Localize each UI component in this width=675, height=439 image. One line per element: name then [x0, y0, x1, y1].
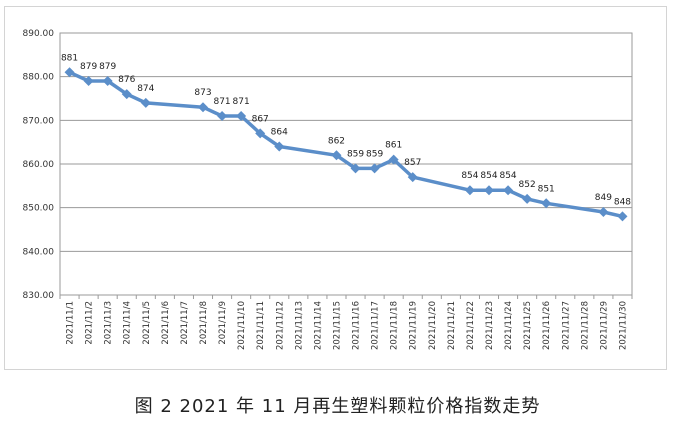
- x-tick-label: 2021/11/6: [161, 301, 171, 345]
- data-label: 859: [347, 149, 364, 159]
- data-label: 879: [99, 62, 116, 72]
- x-tick-label: 2021/11/21: [447, 301, 457, 350]
- x-tick-label: 2021/11/11: [256, 301, 266, 350]
- data-label: 867: [252, 114, 269, 124]
- data-point-marker: [274, 141, 285, 152]
- data-label: 852: [519, 180, 536, 190]
- x-tick-label: 2021/11/17: [371, 301, 381, 350]
- data-label: 871: [213, 97, 230, 107]
- data-point-marker: [484, 185, 494, 196]
- y-tick-label: 840.00: [23, 247, 55, 257]
- x-tick-label: 2021/11/27: [561, 301, 571, 350]
- data-point-marker: [617, 211, 628, 222]
- data-point-marker: [64, 67, 75, 78]
- data-point-marker: [83, 76, 94, 87]
- x-tick-label: 2021/11/25: [523, 301, 533, 350]
- x-tick-label: 2021/11/24: [504, 301, 514, 350]
- data-label: 879: [80, 62, 97, 72]
- data-point-marker: [350, 163, 361, 174]
- x-tick-label: 2021/11/4: [123, 301, 133, 345]
- data-point-marker: [541, 198, 552, 209]
- data-label: 881: [61, 53, 78, 63]
- x-tick-label: 2021/11/14: [313, 301, 323, 350]
- data-point-marker: [388, 154, 399, 165]
- x-tick-label: 2021/11/29: [599, 301, 609, 350]
- data-label: 874: [137, 84, 154, 94]
- data-point-marker: [598, 207, 609, 218]
- data-label: 864: [271, 128, 288, 138]
- x-tick-label: 2021/11/22: [466, 301, 476, 350]
- y-tick-label: 850.00: [23, 204, 55, 214]
- x-tick-label: 2021/11/26: [542, 301, 552, 350]
- x-tick-label: 2021/11/1: [66, 301, 76, 345]
- x-tick-label: 2021/11/28: [580, 301, 590, 350]
- x-tick-label: 2021/11/12: [275, 301, 285, 350]
- data-label: 849: [595, 193, 612, 203]
- data-label: 857: [404, 158, 421, 168]
- x-tick-label: 2021/11/18: [390, 301, 400, 350]
- data-point-marker: [407, 172, 418, 183]
- chart-frame: [4, 6, 667, 370]
- data-label: 854: [480, 171, 497, 181]
- x-tick-label: 2021/11/19: [409, 301, 419, 350]
- data-label: 859: [366, 149, 383, 159]
- x-tick-label: 2021/11/13: [294, 301, 304, 350]
- data-point-marker: [102, 76, 113, 87]
- x-tick-label: 2021/11/2: [85, 301, 95, 345]
- data-point-marker: [369, 163, 380, 174]
- data-point-marker: [140, 97, 151, 108]
- x-tick-label: 2021/11/3: [104, 301, 114, 345]
- y-tick-label: 880.00: [23, 73, 55, 83]
- x-tick-label: 2021/11/9: [218, 301, 228, 345]
- data-label: 854: [499, 171, 516, 181]
- price-index-line-chart: 830.00 840.00 850.00 860.00 870.00 880.00 890.…: [23, 29, 633, 350]
- data-point-marker: [198, 102, 208, 113]
- data-label: 876: [118, 75, 135, 85]
- x-tick-label: 2021/11/7: [180, 301, 190, 345]
- data-label: 871: [233, 97, 250, 107]
- data-label: 848: [614, 197, 631, 207]
- x-tick-label: 2021/11/15: [332, 301, 342, 350]
- data-label: 861: [385, 141, 402, 151]
- y-tick-label: 830.00: [23, 291, 55, 301]
- data-point-marker: [121, 89, 132, 100]
- data-point-marker: [331, 150, 342, 161]
- data-point-marker: [464, 185, 475, 196]
- y-tick-label: 860.00: [23, 160, 55, 170]
- data-label: 873: [194, 88, 211, 98]
- x-tick-label: 2021/11/8: [199, 301, 209, 345]
- y-tick-label: 890.00: [23, 29, 55, 39]
- x-tick-label: 2021/11/10: [237, 301, 247, 350]
- data-label: 862: [328, 136, 345, 146]
- data-label: 851: [538, 184, 555, 194]
- y-tick-label: 870.00: [23, 116, 55, 126]
- data-point-marker: [503, 185, 514, 196]
- x-tick-label: 2021/11/20: [428, 301, 438, 350]
- data-point-marker: [255, 128, 266, 139]
- x-tick-label: 2021/11/16: [352, 301, 362, 350]
- data-point-marker: [217, 110, 228, 121]
- x-tick-label: 2021/11/5: [142, 301, 152, 345]
- x-tick-label: 2021/11/23: [485, 301, 495, 350]
- data-point-marker: [236, 110, 247, 121]
- data-point-marker: [522, 193, 533, 204]
- series-line: [67, 70, 625, 219]
- data-label: 854: [461, 171, 478, 181]
- figure-caption: 图 2 2021 年 11 月再生塑料颗粒价格指数走势: [134, 396, 541, 417]
- x-tick-label: 2021/11/30: [618, 301, 628, 350]
